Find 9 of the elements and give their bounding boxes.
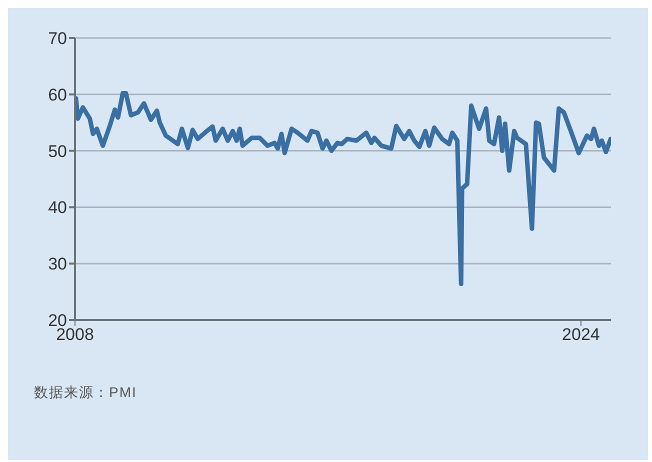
y-tick-label: 60 bbox=[48, 85, 67, 104]
line-series bbox=[75, 91, 611, 286]
x-tick-label: 2008 bbox=[56, 325, 94, 344]
y-tick-label: 50 bbox=[48, 142, 67, 161]
y-tick-label: 70 bbox=[48, 29, 67, 48]
x-tick-label: 2024 bbox=[562, 325, 600, 344]
source-note: 数据来源：PMI bbox=[34, 384, 137, 402]
y-tick-label: 40 bbox=[48, 198, 67, 218]
y-tick-label: 30 bbox=[48, 254, 67, 274]
